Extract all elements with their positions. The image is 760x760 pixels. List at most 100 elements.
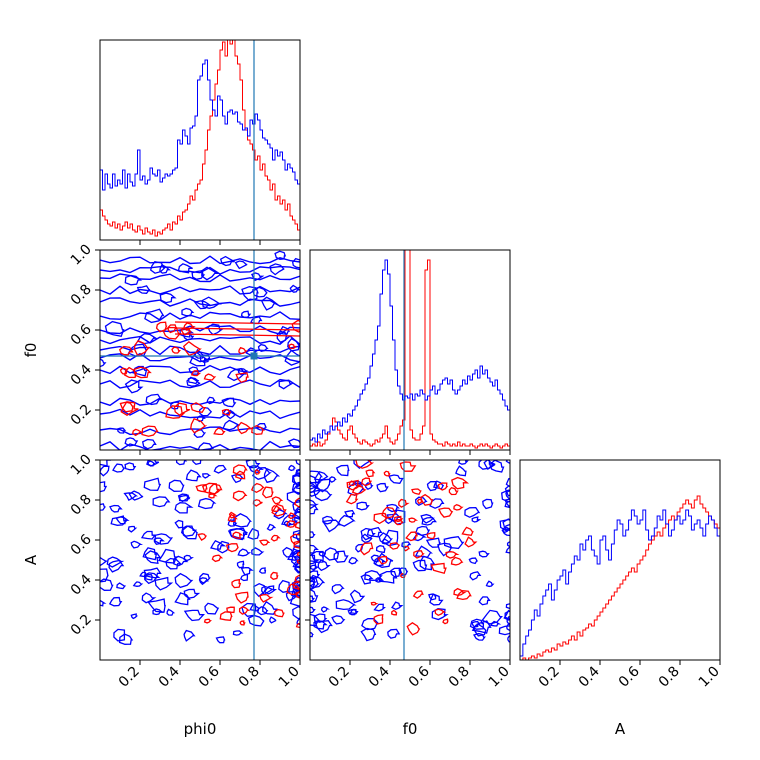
- hist-A-xtick-label: 0.8: [656, 664, 683, 691]
- contour-A-f0-blue-contour: [504, 500, 510, 509]
- contour-A-f0-red-contour: [345, 493, 359, 505]
- contour-f0-phi0-blue-contour: [221, 397, 237, 408]
- contour-A-f0-blue-contour: [317, 559, 331, 572]
- contour-A-phi0-blue-contour: [291, 483, 300, 495]
- xlabel-A: A: [615, 720, 626, 738]
- contour-A-f0-red-contour: [451, 476, 470, 490]
- contour-A-f0-blue-contour: [482, 498, 494, 510]
- contour-A-f0-blue-contour: [503, 609, 510, 621]
- contour-A-phi0-red-contour: [289, 533, 300, 546]
- contour-A-phi0-red-contour: [225, 543, 239, 553]
- contour-A-f0-blue-contour: [360, 574, 374, 585]
- hist-A-blue-series: [520, 509, 720, 660]
- contour-A-f0-blue-contour: [310, 482, 319, 493]
- contour-A-phi0-red-contour: [261, 486, 274, 499]
- contour-A-f0-blue-contour: [381, 529, 399, 547]
- hist-A-frame: [519, 459, 721, 661]
- contour-A-phi0-ytick-label: 0.8: [68, 492, 95, 519]
- contour-A-f0-blue-contour: [464, 506, 481, 518]
- hist-A-xtick-label: 0.4: [576, 663, 603, 690]
- contour-A-phi0-blue-contour: [174, 592, 191, 606]
- contour-A-f0-blue-contour: [471, 516, 482, 523]
- contour-f0-phi0-red-contour: [203, 373, 217, 381]
- contour-A-f0-red-contour: [442, 618, 449, 625]
- contour-A-phi0-red-contour: [258, 539, 271, 546]
- contour-A-f0-xtick-label: 0.8: [446, 664, 473, 691]
- hist-A-red-series: [520, 495, 720, 660]
- contour-A-phi0-blue-contour: [180, 525, 198, 537]
- contour-A-phi0-red-contour: [259, 593, 274, 603]
- contour-f0-phi0-red-contour: [120, 401, 139, 416]
- contour-A-phi0-blue-contour: [140, 530, 157, 540]
- contour-f0-phi0-blue-contour: [104, 320, 125, 338]
- contour-A-phi0-blue-contour: [245, 460, 261, 469]
- contour-A-phi0-blue-contour: [291, 472, 300, 486]
- contour-A-f0-blue-contour: [471, 620, 481, 628]
- contour-f0-phi0-blue-contour: [189, 351, 209, 367]
- contour-f0-phi0-ytick-label: 0.4: [68, 361, 95, 388]
- hist-A-xtick-label: 0.6: [616, 663, 643, 690]
- contour-f0-phi0-frame: [99, 249, 301, 451]
- contour-A-f0-red-contour: [453, 587, 467, 596]
- contour-A-phi0-blue-contour: [286, 491, 300, 504]
- contour-A-phi0-blue-contour: [215, 636, 226, 644]
- contour-f0-phi0-blue-band: [100, 297, 300, 307]
- contour-A-f0-red-contour: [419, 493, 434, 506]
- contour-A-phi0-red-contour: [238, 606, 251, 615]
- contour-f0-phi0-blue-contour: [278, 379, 294, 390]
- contour-A-phi0-blue-contour: [100, 503, 107, 511]
- contour-A-phi0-blue-contour: [127, 525, 138, 533]
- contour-A-phi0-red-contour: [227, 513, 238, 523]
- contour-A-f0-xtick-label: 0.2: [326, 664, 353, 691]
- contour-A-phi0-blue-contour: [292, 605, 300, 620]
- contour-A-f0-blue-contour: [390, 567, 403, 578]
- contour-A-f0-blue-contour: [505, 477, 510, 487]
- contour-f0-phi0-red-contour: [182, 322, 196, 331]
- contour-f0-phi0-red-contour: [190, 370, 202, 377]
- contour-A-f0-red-contour: [361, 477, 372, 487]
- contour-A-phi0-red-contour: [226, 606, 235, 614]
- contour-A-f0-red-contour: [413, 550, 425, 559]
- contour-A-phi0-blue-contour: [174, 502, 194, 514]
- contour-A-f0-blue-contour: [310, 499, 319, 510]
- contour-A-phi0-blue-contour: [175, 460, 188, 466]
- contour-f0-phi0-blue-contour: [159, 263, 171, 274]
- contour-f0-phi0-red-band: [174, 333, 300, 337]
- contour-A-phi0-blue-contour: [202, 473, 212, 479]
- contour-f0-phi0-blue-contour: [251, 272, 265, 282]
- hist-f0-blue-series: [310, 259, 510, 450]
- contour-A-phi0-blue-contour: [154, 576, 174, 591]
- contour-A-f0-blue-contour: [469, 618, 485, 630]
- contour-A-phi0-ytick-label: 0.6: [68, 531, 95, 558]
- contour-A-phi0-blue-contour: [142, 547, 158, 561]
- contour-A-phi0-blue-contour: [112, 463, 126, 473]
- contour-A-f0-red-contour: [408, 517, 419, 523]
- contour-f0-phi0-red-contour: [173, 402, 191, 416]
- contour-A-f0-blue-contour: [443, 535, 465, 550]
- contour-f0-phi0-red-contour: [167, 324, 178, 334]
- contour-f0-phi0-ytick-label: 0.2: [68, 402, 95, 429]
- contour-A-f0-blue-contour: [378, 532, 393, 544]
- contour-A-phi0-blue-contour: [289, 591, 300, 607]
- xlabel-phi0: phi0: [184, 720, 217, 738]
- contour-A-f0-blue-contour: [507, 635, 510, 643]
- contour-A-f0-red-contour: [456, 590, 472, 601]
- contour-f0-phi0-blue-contour: [149, 260, 167, 274]
- contour-f0-phi0-blue-contour: [159, 292, 177, 304]
- contour-A-f0-blue-contour: [310, 631, 314, 638]
- contour-A-phi0-blue-contour: [232, 630, 244, 636]
- contour-f0-phi0-blue-contour: [116, 427, 127, 434]
- contour-A-f0-red-contour: [412, 590, 424, 599]
- ylabel-A: A: [22, 554, 40, 565]
- contour-A-phi0-ytick-label: 0.2: [68, 612, 95, 639]
- contour-A-f0-red-contour: [383, 470, 391, 477]
- contour-A-phi0-blue-contour: [239, 573, 249, 582]
- contour-A-f0-blue-contour: [310, 554, 321, 565]
- contour-A-f0-blue-contour: [347, 609, 358, 616]
- contour-A-f0-blue-contour: [375, 545, 386, 554]
- contour-f0-phi0-red-band: [174, 327, 300, 331]
- contour-f0-phi0-blue-contour: [136, 333, 159, 345]
- contour-A-f0-blue-contour: [375, 577, 385, 583]
- contour-f0-phi0-blue-contour: [136, 285, 151, 294]
- contour-A-f0-blue-contour: [314, 620, 333, 634]
